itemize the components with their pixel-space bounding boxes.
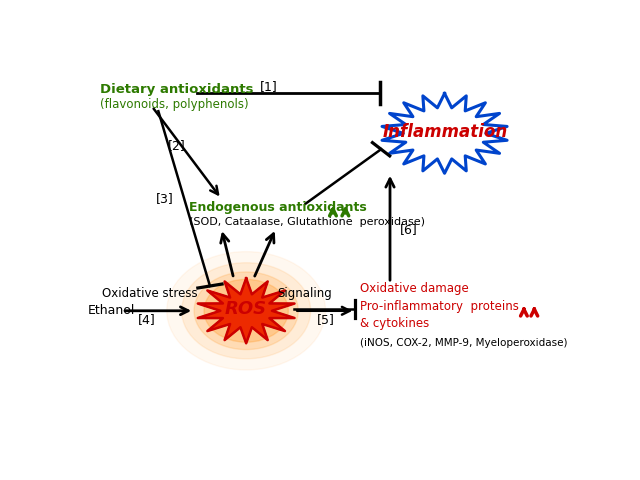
Text: Ethanol: Ethanol (88, 304, 135, 317)
Circle shape (204, 279, 288, 342)
Polygon shape (198, 278, 294, 343)
Text: ROS: ROS (225, 300, 268, 318)
Text: & cytokines: & cytokines (360, 317, 429, 330)
Text: [5]: [5] (317, 313, 335, 326)
Text: Oxidative stress: Oxidative stress (102, 287, 197, 300)
Circle shape (194, 272, 298, 349)
Text: Endogenous antioxidants: Endogenous antioxidants (189, 201, 367, 214)
Circle shape (182, 263, 310, 359)
Text: (SOD, Cataalase, Glutathione  peroxidase): (SOD, Cataalase, Glutathione peroxidase) (189, 217, 425, 227)
Text: [1]: [1] (260, 80, 277, 93)
Text: Dietary antioxidants: Dietary antioxidants (100, 83, 253, 96)
Text: Oxidative damage: Oxidative damage (360, 282, 469, 295)
Text: [4]: [4] (138, 313, 156, 326)
Polygon shape (198, 278, 294, 343)
Text: Inflammation: Inflammation (383, 122, 508, 141)
Text: (flavonoids, polyphenols): (flavonoids, polyphenols) (100, 98, 248, 111)
Text: [6]: [6] (399, 223, 417, 236)
Text: [3]: [3] (156, 192, 173, 204)
Circle shape (167, 252, 326, 370)
Text: Pro-inflammatory  proteins: Pro-inflammatory proteins (360, 300, 519, 313)
Polygon shape (382, 94, 507, 173)
Text: [2]: [2] (168, 139, 186, 152)
Text: Signaling: Signaling (277, 287, 332, 300)
Text: (iNOS, COX-2, MMP-9, Myeloperoxidase): (iNOS, COX-2, MMP-9, Myeloperoxidase) (360, 338, 568, 348)
